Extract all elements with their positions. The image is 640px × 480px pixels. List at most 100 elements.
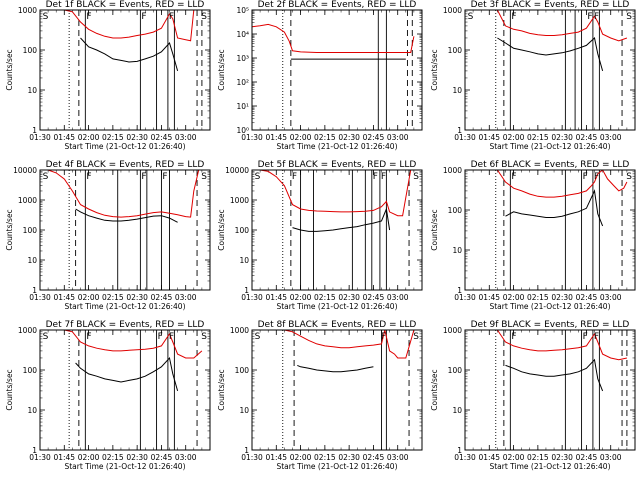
series-line-events [505, 358, 604, 392]
x-tick-label: 02:30 [551, 453, 573, 462]
marker-label: F [594, 332, 599, 342]
series-line-lld [465, 330, 628, 361]
plot-frame [251, 9, 423, 131]
x-tick-label: 01:30 [454, 453, 476, 462]
y-tick-label: 1000 [18, 196, 37, 205]
y-axis-label: Counts/sec [430, 49, 439, 90]
chart-panel-7: Det 7f BLACK = Events, RED = LLD 1 10 100 10… [5, 320, 211, 471]
x-axis-label: Start Time (21-Oct-12 01:26:40) [64, 142, 185, 151]
y-tick-label: 10¹ [236, 102, 249, 111]
x-tick-label: 02:00 [503, 453, 525, 462]
x-tick-label: 03:00 [387, 133, 409, 142]
x-tick-label: 01:45 [265, 293, 287, 302]
panel-data [465, 10, 628, 130]
x-axis-label: Start Time (21-Oct-12 01:26:40) [489, 302, 610, 311]
marker-label: F [511, 172, 516, 182]
panel-data [252, 10, 415, 130]
x-tick-label: 01:45 [53, 453, 75, 462]
series-line-events [80, 37, 179, 72]
x-tick-label: 02:30 [338, 293, 360, 302]
x-tick-label: 03:00 [600, 133, 622, 142]
x-tick-label: 01:30 [454, 133, 476, 142]
marker-label: F [511, 12, 516, 22]
marker-label: S [201, 172, 207, 182]
x-tick-label: 02:15 [527, 293, 549, 302]
panel-data [40, 10, 203, 130]
x-tick-label: 02:45 [576, 453, 598, 462]
chart-panel-3: Det 3f BLACK = Events, RED = LLD 1 10 100 10… [430, 0, 636, 151]
y-tick-label: 10⁵ [236, 6, 249, 15]
series-line-lld [252, 330, 415, 359]
marker-label: S [413, 332, 419, 342]
marker-label: F [594, 12, 599, 22]
y-tick-label: 1000 [230, 326, 249, 335]
plot-frame [39, 329, 211, 451]
x-tick-label: 01:30 [241, 133, 263, 142]
panel-title: Det 4f BLACK = Events, RED = LLD [46, 160, 205, 170]
chart-panel-5: Det 5f BLACK = Events, RED = LLD 1 10 100 10… [217, 160, 423, 311]
x-tick-label: 02:45 [151, 133, 173, 142]
y-tick-label: 1000 [18, 326, 37, 335]
panel-title: Det 9f BLACK = Events, RED = LLD [471, 320, 630, 330]
plot-frame [464, 329, 636, 451]
y-tick-label: 100 [23, 226, 38, 235]
marker-label: F [86, 332, 91, 342]
panel-data [40, 330, 203, 450]
marker-label: S [255, 332, 261, 342]
marker-label: F [381, 332, 386, 342]
marker-label: S [626, 172, 632, 182]
y-tick-label: 1000 [443, 6, 462, 15]
y-tick-label: 1000 [18, 6, 37, 15]
plot-frame [464, 169, 636, 291]
x-tick-label: 01:30 [454, 293, 476, 302]
x-tick-label: 03:00 [600, 293, 622, 302]
x-tick-label: 03:00 [175, 453, 197, 462]
x-tick-label: 01:30 [29, 133, 51, 142]
x-tick-label: 01:30 [29, 293, 51, 302]
series-line-events [75, 208, 178, 223]
panel-title: Det 1f BLACK = Events, RED = LLD [46, 0, 205, 10]
marker-label: S [468, 12, 474, 22]
x-axis-label: Start Time (21-Oct-12 01:26:40) [276, 462, 397, 471]
y-axis-label: Counts/sec [430, 369, 439, 410]
y-tick-label: 10³ [236, 54, 249, 63]
y-tick-label: 10⁰ [236, 126, 249, 135]
x-tick-label: 01:45 [53, 133, 75, 142]
chart-panel-9: Det 9f BLACK = Events, RED = LLD 1 10 100 10… [430, 320, 636, 471]
panel-data [252, 170, 412, 290]
chart-panel-1: Det 1f BLACK = Events, RED = LLD 1 10 100 10… [5, 0, 211, 151]
panel-title: Det 3f BLACK = Events, RED = LLD [471, 0, 630, 10]
marker-label: S [255, 172, 261, 182]
x-tick-label: 02:30 [551, 133, 573, 142]
y-tick-label: 10 [239, 406, 249, 415]
chart-panel-6: Det 6f BLACK = Events, RED = LLD 1 10 100 10… [430, 160, 636, 311]
y-tick-label: 100 [448, 46, 463, 55]
panel-title: Det 7f BLACK = Events, RED = LLD [46, 320, 205, 330]
x-axis-label: Start Time (21-Oct-12 01:26:40) [489, 462, 610, 471]
series-line-lld [40, 170, 200, 218]
x-tick-label: 03:00 [387, 453, 409, 462]
x-tick-label: 02:00 [78, 293, 100, 302]
panel-data [465, 170, 628, 290]
y-tick-label: 1000 [443, 166, 462, 175]
marker-label: S [413, 172, 419, 182]
x-tick-label: 01:45 [265, 133, 287, 142]
series-line-lld [465, 170, 628, 198]
x-tick-label: 02:15 [102, 293, 124, 302]
marker-label: F [373, 172, 378, 182]
y-tick-label: 100 [448, 366, 463, 375]
marker-label: S [201, 332, 207, 342]
marker-label: S [626, 12, 632, 22]
x-tick-label: 01:45 [478, 293, 500, 302]
plot-frame [251, 329, 423, 451]
x-tick-label: 03:00 [600, 453, 622, 462]
x-tick-label: 01:30 [241, 453, 263, 462]
x-tick-label: 02:30 [338, 133, 360, 142]
y-tick-label: 1000 [230, 196, 249, 205]
x-tick-label: 02:45 [576, 133, 598, 142]
x-axis-label: Start Time (21-Oct-12 01:26:40) [276, 142, 397, 151]
y-tick-label: 100 [23, 46, 38, 55]
series-line-events [292, 207, 391, 232]
x-tick-label: 03:00 [175, 293, 197, 302]
